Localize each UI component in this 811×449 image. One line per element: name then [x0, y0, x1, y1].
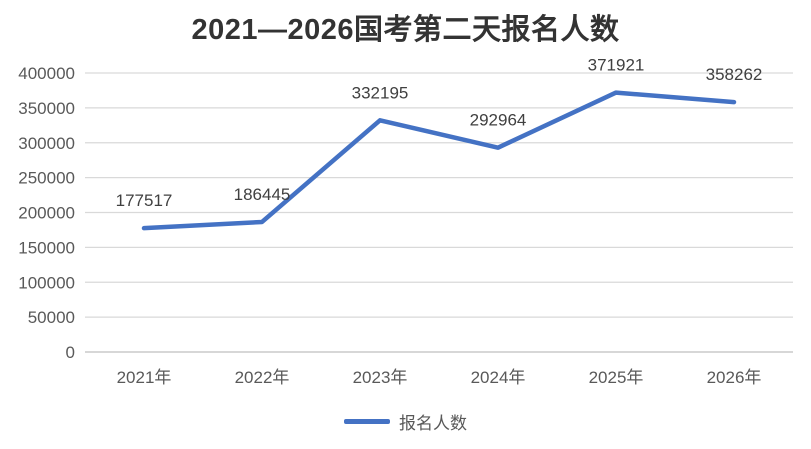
data-label: 358262 [706, 65, 763, 84]
legend: 报名人数 [0, 409, 811, 434]
data-label: 292964 [470, 111, 527, 130]
data-label: 332195 [352, 83, 409, 102]
y-tick-label: 200000 [18, 204, 75, 223]
y-tick-label: 250000 [18, 169, 75, 188]
y-tick-label: 300000 [18, 134, 75, 153]
y-tick-label: 50000 [28, 308, 75, 327]
y-tick-label: 400000 [18, 64, 75, 83]
chart-title: 2021—2026国考第二天报名人数 [191, 14, 620, 46]
data-label: 177517 [116, 191, 173, 210]
x-tick-label: 2022年 [235, 368, 290, 387]
legend-line-swatch [344, 419, 390, 424]
data-label: 371921 [588, 56, 645, 75]
y-tick-label: 350000 [18, 99, 75, 118]
plot-area: 0 50000 100000 150000 200000 250000 300000 3500… [18, 56, 793, 387]
x-tick-label: 2021年 [117, 368, 172, 387]
x-tick-label: 2026年 [707, 368, 762, 387]
y-tick-label: 150000 [18, 238, 75, 257]
data-label: 186445 [234, 185, 291, 204]
x-tick-label: 2024年 [471, 368, 526, 387]
y-tick-label: 100000 [18, 273, 75, 292]
x-tick-label: 2025年 [589, 368, 644, 387]
legend-label: 报名人数 [399, 414, 467, 433]
y-tick-label: 0 [66, 343, 75, 362]
x-tick-label: 2023年 [353, 368, 408, 387]
data-line [141, 90, 737, 231]
